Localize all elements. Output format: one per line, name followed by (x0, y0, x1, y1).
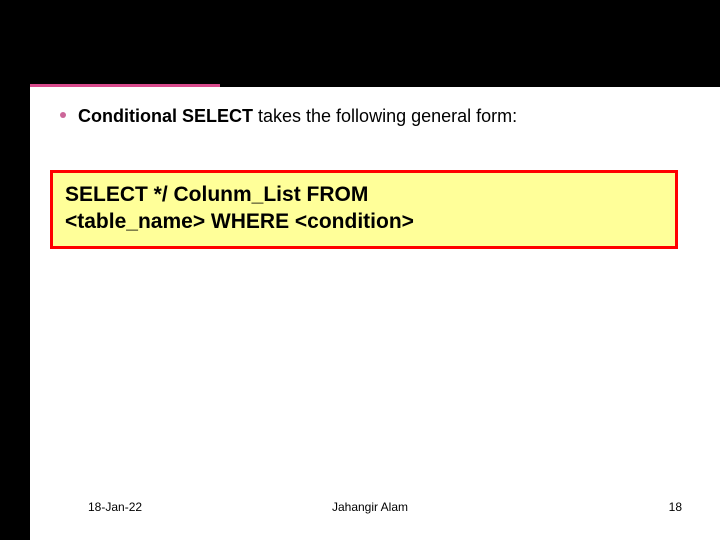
header-rule-pink (30, 84, 220, 87)
header-rule-black (220, 84, 720, 87)
bullet-item: Conditional SELECT takes the following g… (60, 104, 665, 128)
footer-author: Jahangir Alam (30, 500, 710, 514)
left-bar (0, 0, 30, 540)
code-line-1: SELECT */ Colunm_List FROM (65, 181, 663, 208)
code-box: SELECT */ Colunm_List FROM <table_name> … (50, 170, 678, 249)
code-line-2: <table_name> WHERE <condition> (65, 208, 663, 235)
bullet-icon (60, 112, 66, 118)
bullet-rest: takes the following general form: (253, 106, 517, 126)
header-bar (0, 0, 720, 84)
footer: 18-Jan-22 Jahangir Alam 18 (30, 500, 710, 514)
slide: Conditional SELECT takes the following g… (0, 0, 720, 540)
bullet-text: Conditional SELECT takes the following g… (78, 104, 665, 128)
bullet-bold: Conditional SELECT (78, 106, 253, 126)
